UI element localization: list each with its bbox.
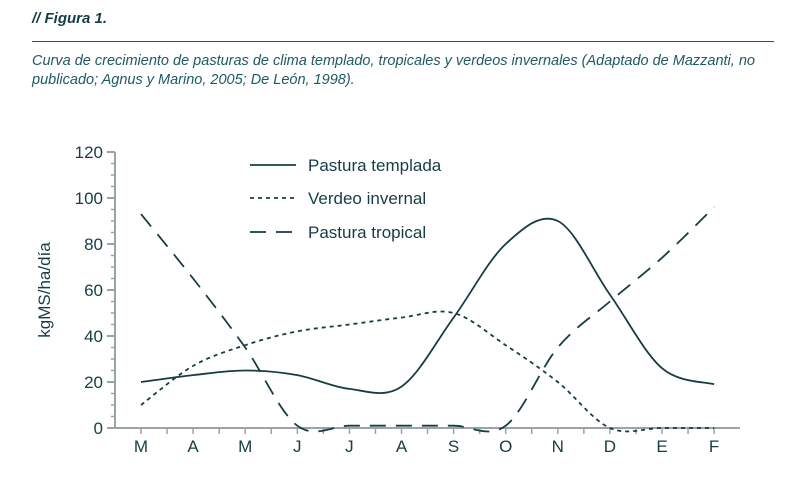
- x-tick-label: J: [293, 437, 302, 456]
- x-tick-label: D: [604, 437, 616, 456]
- y-tick-label: 120: [75, 143, 103, 162]
- x-tick-label: N: [552, 437, 564, 456]
- y-tick-label: 20: [84, 373, 103, 392]
- chart-axes: 0 20 40 60 80 100 120 M A M J J A S O N D E F: [75, 143, 740, 456]
- legend-label: Pastura tropical: [308, 223, 426, 242]
- x-tick-label: S: [448, 437, 459, 456]
- legend-label: Pastura templada: [308, 156, 442, 175]
- chart-legend: Pastura templada Verdeo invernal Pastura t…: [250, 156, 442, 242]
- y-axis-label: kgMS/ha/día: [35, 242, 54, 338]
- x-tick-label: J: [345, 437, 354, 456]
- y-tick-label: 80: [84, 235, 103, 254]
- x-tick-label: F: [709, 437, 719, 456]
- divider: [32, 41, 774, 42]
- series-line-1: [140, 310, 715, 433]
- y-tick-label: 100: [75, 189, 103, 208]
- y-tick-label: 60: [84, 281, 103, 300]
- x-tick-label: A: [187, 437, 199, 456]
- y-tick-label: 0: [94, 419, 103, 438]
- legend-label: Verdeo invernal: [308, 189, 426, 208]
- x-tick-label: O: [499, 437, 512, 456]
- figure-label: // Figura 1.: [32, 10, 108, 27]
- x-tick-label: A: [396, 437, 408, 456]
- x-tick-label: E: [656, 437, 667, 456]
- chart-series: [140, 206, 715, 433]
- x-tick-label: M: [238, 437, 252, 456]
- x-tick-label: M: [134, 437, 148, 456]
- series-line-0: [140, 217, 715, 394]
- y-tick-label: 40: [84, 327, 103, 346]
- figure-caption: Curva de crecimiento de pasturas de clim…: [32, 53, 755, 88]
- series-line-2: [140, 206, 715, 433]
